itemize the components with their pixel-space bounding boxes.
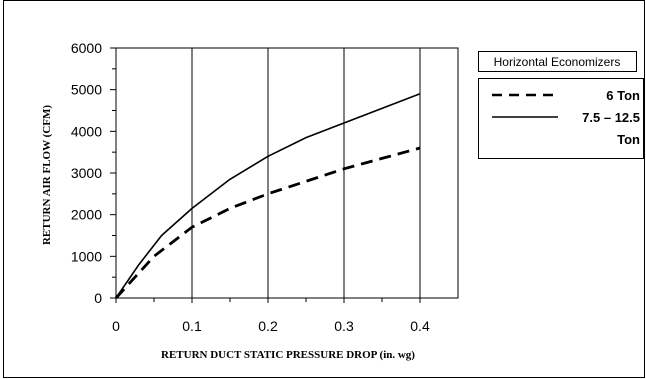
y-tick-label: 3000 — [71, 165, 102, 181]
grid-lines — [191, 48, 421, 298]
tick-marks — [110, 47, 421, 303]
x-tick-label: 0 — [112, 318, 120, 334]
y-tick-label: 1000 — [71, 248, 102, 264]
plot-area — [115, 47, 459, 299]
legend-title: Horizontal Economizers — [494, 55, 621, 69]
legend: Horizontal Economizers 6 Ton 7.5 – 12.5 … — [478, 51, 644, 159]
y-tick-labels: 0 1000 2000 3000 4000 5000 6000 — [71, 40, 102, 306]
legend-title-box — [478, 51, 637, 72]
y-tick-label: 4000 — [71, 123, 102, 139]
x-tick-label: 0.1 — [182, 318, 202, 334]
legend-label-6-ton: 6 Ton — [606, 88, 640, 103]
x-axis-title: RETURN DUCT STATIC PRESSURE DROP (in. wg… — [161, 349, 415, 361]
x-tick-label: 0.4 — [410, 318, 430, 334]
x-tick-label: 0.2 — [258, 318, 278, 334]
legend-label-ton: Ton — [617, 132, 640, 147]
series-line-7-5-12-5-ton — [115, 93, 421, 299]
x-tick-labels: 0 0.1 0.2 0.3 0.4 — [112, 318, 430, 334]
x-tick-label: 0.3 — [334, 318, 354, 334]
outer-border — [3, 0, 645, 378]
series-layer — [114, 93, 421, 299]
y-tick-label: 5000 — [71, 82, 102, 98]
y-tick-label: 0 — [94, 290, 102, 306]
legend-label-7-5-12-5: 7.5 – 12.5 — [582, 110, 640, 125]
y-axis-title: RETURN AIR FLOW (CFM) — [41, 105, 53, 245]
legend-entries-box — [478, 78, 644, 159]
y-tick-label: 2000 — [71, 207, 102, 223]
series-line-6-ton — [114, 146, 421, 299]
y-tick-label: 6000 — [71, 40, 102, 56]
